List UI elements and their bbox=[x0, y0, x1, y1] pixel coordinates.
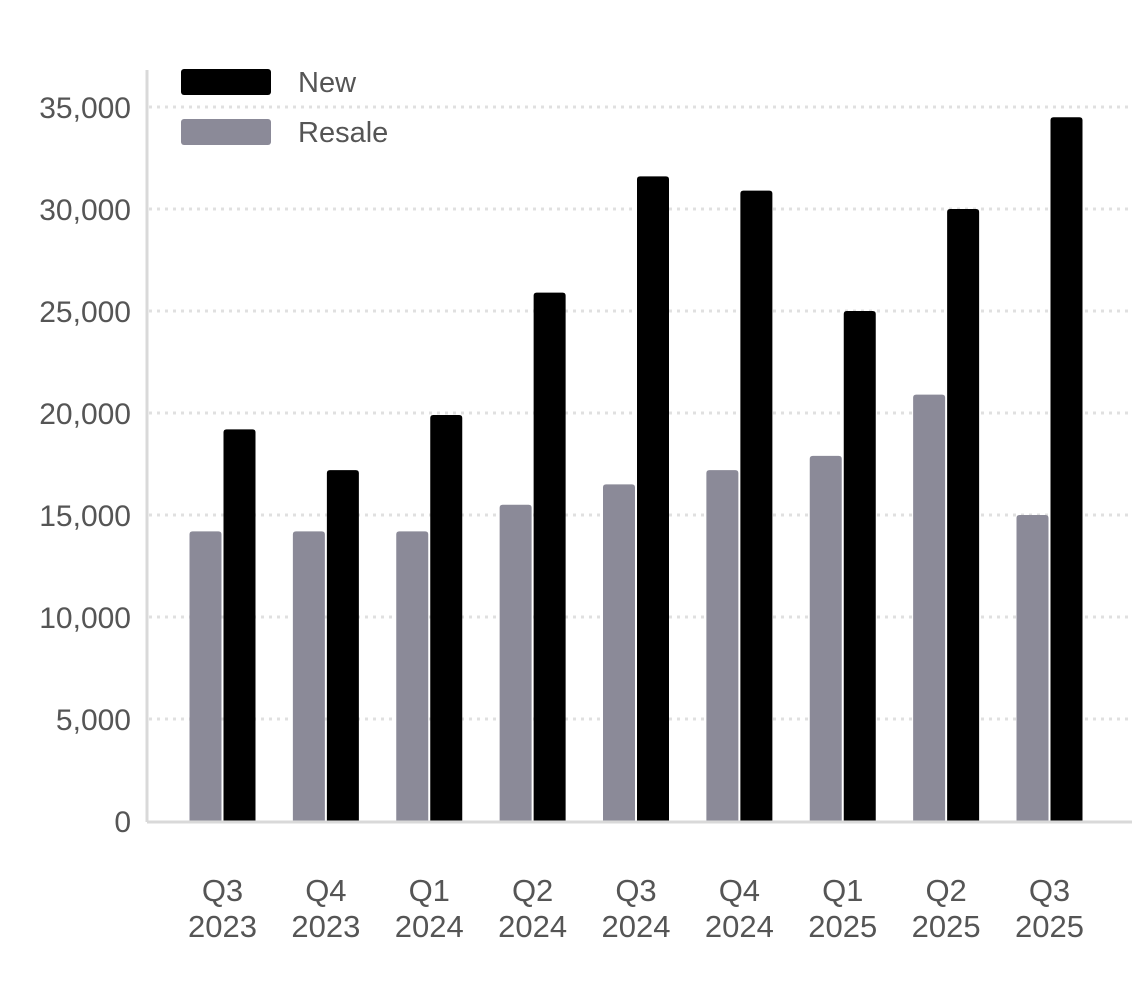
bar-resale-3 bbox=[499, 504, 532, 821]
bar-resale-0 bbox=[189, 531, 222, 821]
x-tick-label-year: 2024 bbox=[395, 909, 464, 944]
y-tick-label: 30,000 bbox=[39, 194, 131, 227]
bar-resale-1 bbox=[292, 531, 325, 821]
bar-new-4 bbox=[637, 176, 669, 822]
bar-resale-7 bbox=[913, 394, 946, 821]
bar-new-0 bbox=[223, 429, 256, 821]
bar-new-7 bbox=[947, 209, 980, 821]
legend-swatch-new bbox=[181, 69, 271, 95]
y-tick-label: 15,000 bbox=[39, 500, 131, 533]
y-tick-label: 25,000 bbox=[39, 296, 131, 329]
bar-resale-5 bbox=[706, 470, 739, 821]
bar-resale-6 bbox=[809, 455, 842, 821]
bar-new-2 bbox=[430, 415, 463, 821]
legend-label-resale: Resale bbox=[298, 117, 388, 149]
y-tick-label: 10,000 bbox=[39, 602, 131, 635]
x-tick-label-year: 2025 bbox=[808, 909, 877, 944]
bars bbox=[189, 117, 1083, 822]
bar-new-5 bbox=[740, 190, 773, 821]
x-tick-label-quarter: Q2 bbox=[512, 873, 553, 908]
y-tick-label: 0 bbox=[114, 806, 131, 839]
bar-new-8 bbox=[1050, 117, 1083, 821]
x-tick-label-quarter: Q3 bbox=[1029, 873, 1070, 908]
x-tick-label-year: 2023 bbox=[291, 909, 360, 944]
x-tick-label-quarter: Q1 bbox=[409, 873, 450, 908]
bar-resale-8 bbox=[1016, 515, 1049, 821]
x-axis-labels: Q32023Q42023Q12024Q22024Q32024Q42024Q120… bbox=[188, 873, 1084, 944]
bar-resale-2 bbox=[396, 531, 429, 821]
x-tick-label-year: 2025 bbox=[1015, 909, 1084, 944]
bar-new-3 bbox=[533, 292, 566, 821]
bar-new-1 bbox=[326, 470, 359, 821]
y-axis-ticks: 0 5,000 10,000 15,000 20,000 25,000 30,000 35,0… bbox=[39, 92, 131, 839]
x-tick-label-quarter: Q1 bbox=[822, 873, 863, 908]
legend-label-new: New bbox=[298, 67, 357, 99]
x-tick-label-year: 2024 bbox=[498, 909, 567, 944]
legend-swatch-resale bbox=[181, 119, 271, 145]
x-tick-label-year: 2024 bbox=[705, 909, 774, 944]
x-tick-label-quarter: Q3 bbox=[615, 873, 656, 908]
y-tick-label: 20,000 bbox=[39, 398, 131, 431]
x-tick-label-quarter: Q2 bbox=[925, 873, 966, 908]
y-tick-label: 5,000 bbox=[56, 704, 131, 737]
axes bbox=[145, 70, 1132, 824]
x-tick-label-year: 2024 bbox=[602, 909, 671, 944]
y-tick-label: 35,000 bbox=[39, 92, 131, 125]
x-tick-label-quarter: Q3 bbox=[202, 873, 243, 908]
x-tick-label-year: 2025 bbox=[912, 909, 981, 944]
x-tick-label-year: 2023 bbox=[188, 909, 257, 944]
bar-resale-4 bbox=[603, 484, 635, 821]
legend: New Resale bbox=[181, 67, 388, 149]
bar-new-6 bbox=[843, 311, 876, 821]
x-tick-label-quarter: Q4 bbox=[719, 873, 760, 908]
x-tick-label-quarter: Q4 bbox=[305, 873, 346, 908]
